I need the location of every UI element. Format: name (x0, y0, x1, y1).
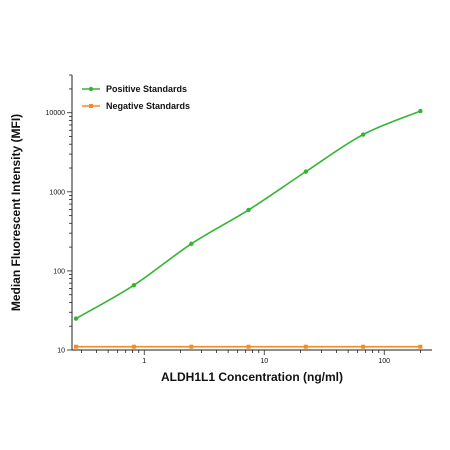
data-point-negative (303, 344, 308, 349)
x-ticks: 1 10 100 (81, 350, 421, 365)
legend-marker-positive (88, 86, 94, 92)
axes (71, 75, 432, 351)
x-axis-title: ALDH1L1 Concentration (ng/ml) (161, 370, 343, 384)
data-point-negative (189, 344, 194, 349)
data-point-positive (189, 241, 194, 247)
data-point-negative (361, 344, 366, 349)
series-line-positive (75, 110, 421, 320)
data-point-positive (303, 169, 309, 174)
x-tick-label: 100 (378, 358, 390, 365)
series-layer (73, 108, 423, 349)
data-point-positive (73, 316, 79, 321)
legend-label-negative: Negative Standards (106, 101, 190, 111)
legend-marker-negative (89, 104, 93, 108)
x-tick-label: 1 (142, 358, 146, 365)
data-point-negative (246, 344, 251, 349)
legend: Positive Standards Negative Standards (82, 84, 190, 111)
y-ticks: 10 100 1000 10000 (46, 74, 72, 355)
y-tick-label: 10000 (46, 110, 66, 117)
y-tick-label: 1000 (49, 189, 65, 196)
legend-label-positive: Positive Standards (106, 84, 187, 94)
data-point-positive (418, 108, 423, 114)
data-point-positive (360, 132, 366, 137)
y-axis-title: Median Fluorescent Intensity (MFI) (9, 114, 23, 311)
x-tick-label: 10 (260, 358, 268, 365)
y-tick-label: 10 (57, 348, 65, 355)
data-point-negative (418, 344, 423, 349)
data-point-positive (131, 282, 137, 288)
data-point-positive (246, 207, 251, 213)
y-tick-label: 100 (53, 268, 65, 275)
data-point-negative (74, 344, 79, 349)
data-point-negative (131, 344, 136, 349)
